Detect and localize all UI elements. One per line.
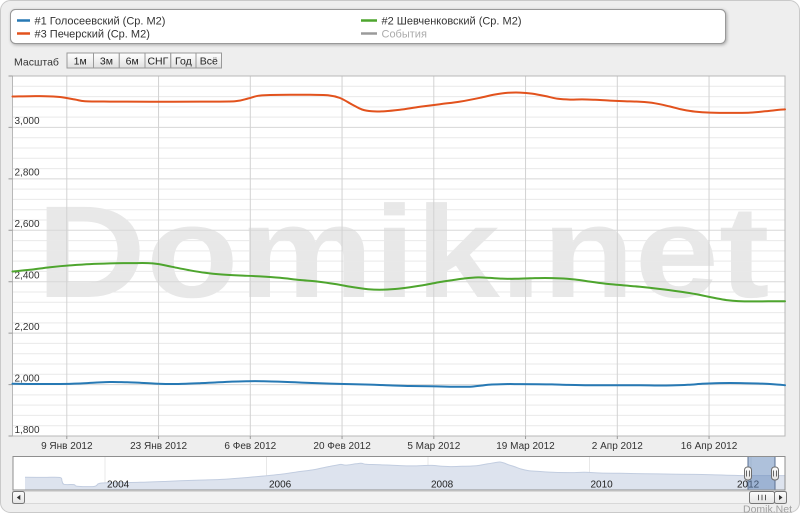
svg-text:2 Апр 2012: 2 Апр 2012 <box>592 441 643 452</box>
svg-text:2,200: 2,200 <box>15 322 40 333</box>
svg-text:СНГ: СНГ <box>147 55 168 67</box>
svg-text:23 Янв 2012: 23 Янв 2012 <box>130 441 187 452</box>
svg-text:2004: 2004 <box>107 480 130 491</box>
svg-text:9 Янв 2012: 9 Янв 2012 <box>41 441 93 452</box>
svg-text:6м: 6м <box>126 55 139 67</box>
svg-text:Всё: Всё <box>200 55 218 67</box>
svg-text:Domik.net: Domik.net <box>37 178 770 325</box>
svg-text:19 Мар 2012: 19 Мар 2012 <box>496 441 555 452</box>
svg-text:2010: 2010 <box>591 480 614 491</box>
svg-text:5 Мар 2012: 5 Мар 2012 <box>407 441 460 452</box>
svg-text:3м: 3м <box>100 55 113 67</box>
svg-text:#1 Голосеевский (Ср. М2): #1 Голосеевский (Ср. М2) <box>35 16 166 28</box>
svg-text:3,000: 3,000 <box>15 116 40 127</box>
svg-text:Год: Год <box>175 55 192 67</box>
svg-text:События: События <box>382 29 427 41</box>
svg-text:Domik.Net: Domik.Net <box>743 504 792 516</box>
svg-text:16 Апр 2012: 16 Апр 2012 <box>681 441 738 452</box>
svg-text:20 Фев 2012: 20 Фев 2012 <box>313 441 371 452</box>
svg-text:1,800: 1,800 <box>15 425 40 436</box>
svg-text:#2 Шевченковский (Ср. М2): #2 Шевченковский (Ср. М2) <box>382 16 522 28</box>
svg-text:1м: 1м <box>74 55 87 67</box>
svg-text:2,600: 2,600 <box>15 219 40 230</box>
svg-text:#3 Печерский (Ср. М2): #3 Печерский (Ср. М2) <box>35 29 150 41</box>
svg-text:6 Фев 2012: 6 Фев 2012 <box>224 441 276 452</box>
svg-text:2,000: 2,000 <box>15 373 40 384</box>
svg-text:2008: 2008 <box>431 480 454 491</box>
svg-text:2006: 2006 <box>269 480 292 491</box>
svg-text:2,800: 2,800 <box>15 168 40 179</box>
svg-text:Масштаб: Масштаб <box>14 57 59 69</box>
svg-text:2,400: 2,400 <box>15 271 40 282</box>
